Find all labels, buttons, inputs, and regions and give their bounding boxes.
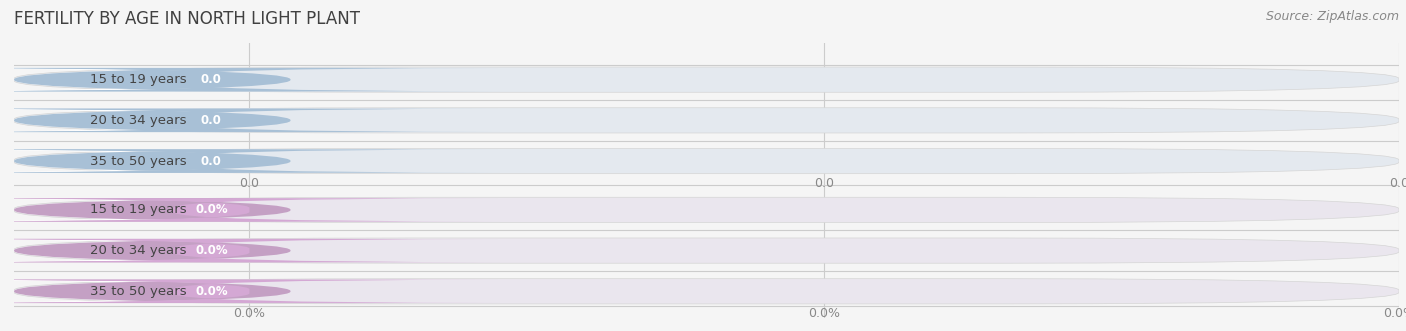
FancyBboxPatch shape	[0, 149, 409, 173]
Text: 0.0%: 0.0%	[195, 204, 228, 216]
FancyBboxPatch shape	[14, 108, 1399, 133]
Text: 20 to 34 years: 20 to 34 years	[90, 114, 187, 127]
FancyBboxPatch shape	[0, 279, 409, 303]
Text: 20 to 34 years: 20 to 34 years	[90, 244, 187, 257]
Text: Source: ZipAtlas.com: Source: ZipAtlas.com	[1265, 10, 1399, 23]
Text: 0.0%: 0.0%	[1384, 307, 1406, 320]
FancyBboxPatch shape	[0, 150, 499, 173]
FancyBboxPatch shape	[0, 109, 499, 132]
FancyBboxPatch shape	[0, 68, 499, 91]
Text: 0.0%: 0.0%	[195, 244, 228, 257]
FancyBboxPatch shape	[0, 149, 409, 173]
FancyBboxPatch shape	[14, 197, 1399, 222]
Text: 0.0%: 0.0%	[195, 285, 228, 298]
Text: 0.0%: 0.0%	[808, 307, 841, 320]
FancyBboxPatch shape	[14, 67, 1399, 92]
FancyBboxPatch shape	[0, 198, 409, 222]
Text: 0.0: 0.0	[814, 177, 834, 190]
Text: 0.0: 0.0	[201, 73, 222, 86]
FancyBboxPatch shape	[0, 109, 409, 132]
FancyBboxPatch shape	[0, 198, 409, 222]
FancyBboxPatch shape	[14, 238, 1399, 263]
FancyBboxPatch shape	[0, 239, 409, 262]
FancyBboxPatch shape	[0, 68, 409, 91]
Text: 35 to 50 years: 35 to 50 years	[90, 155, 187, 167]
FancyBboxPatch shape	[14, 279, 1399, 304]
Text: 0.0: 0.0	[239, 177, 260, 190]
Text: 15 to 19 years: 15 to 19 years	[90, 73, 187, 86]
Text: FERTILITY BY AGE IN NORTH LIGHT PLANT: FERTILITY BY AGE IN NORTH LIGHT PLANT	[14, 10, 360, 28]
Text: 0.0%: 0.0%	[233, 307, 266, 320]
FancyBboxPatch shape	[0, 68, 409, 91]
FancyBboxPatch shape	[0, 198, 499, 221]
FancyBboxPatch shape	[0, 239, 499, 262]
FancyBboxPatch shape	[0, 109, 409, 132]
Text: 35 to 50 years: 35 to 50 years	[90, 285, 187, 298]
FancyBboxPatch shape	[0, 239, 409, 262]
Text: 0.0: 0.0	[1389, 177, 1406, 190]
FancyBboxPatch shape	[0, 279, 409, 303]
Text: 0.0: 0.0	[201, 114, 222, 127]
FancyBboxPatch shape	[14, 148, 1399, 174]
Text: 15 to 19 years: 15 to 19 years	[90, 204, 187, 216]
FancyBboxPatch shape	[0, 280, 499, 303]
Text: 0.0: 0.0	[201, 155, 222, 167]
